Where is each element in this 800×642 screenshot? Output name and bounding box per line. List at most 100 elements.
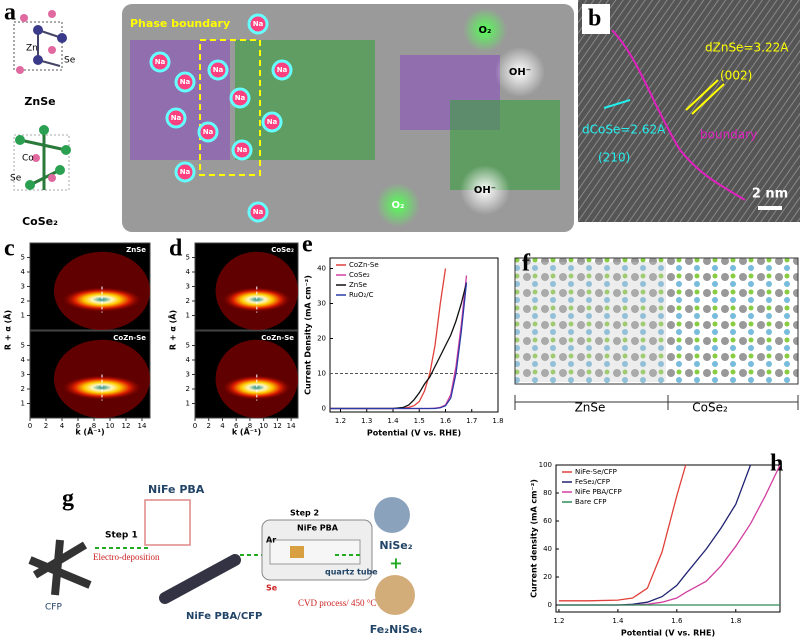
y-tick-label: 4: [21, 268, 26, 276]
region-label: ZnSe: [575, 401, 606, 415]
scheme-label: OH⁻: [509, 67, 531, 78]
axis-label: k (Å⁻¹): [75, 427, 104, 437]
scale-bar-label: 2 nm: [752, 187, 788, 202]
na-ion: [231, 139, 253, 161]
x-tick-label: 1.2: [553, 617, 564, 625]
ion-label: Na: [253, 20, 264, 28]
axis-label: Current Density (mA cm⁻²): [304, 275, 313, 395]
y-tick-label: 10: [317, 370, 326, 378]
tem-label: dCoSe=2.62A: [582, 123, 666, 137]
cose2-structure: [19, 130, 67, 190]
y-tick-label: 2: [186, 385, 190, 393]
x-tick-label: 1.2: [335, 417, 346, 425]
ion-label: Na: [180, 78, 191, 86]
plot-frame: [555, 464, 781, 613]
y-tick-label: 0: [548, 601, 552, 609]
na-ion: [149, 51, 171, 73]
x-tick-label: 14: [287, 422, 296, 430]
series-line: [330, 282, 468, 410]
legend-label: NiFe-Se/CFP: [575, 468, 617, 476]
na-ion: [197, 121, 219, 143]
scheme-label: Fe₂NiSe₄: [370, 623, 423, 636]
y-tick-label: 4: [186, 268, 191, 276]
panel-letter: a: [4, 0, 16, 26]
y-tick-label: 20: [543, 573, 552, 581]
x-tick-label: 2: [44, 422, 48, 430]
axis-label: R + α (Å): [3, 310, 13, 350]
x-tick-label: 1.6: [440, 417, 452, 425]
y-tick-label: 2: [186, 297, 190, 305]
y-tick-label: 3: [186, 371, 190, 379]
panel-letter: f: [522, 251, 531, 277]
x-tick-label: 1.8: [492, 417, 503, 425]
region-label: CoSe₂: [692, 401, 728, 415]
y-tick-label: 0: [322, 405, 326, 413]
legend-label: RuO₂/C: [349, 291, 374, 299]
wavelet-label: ZnSe: [126, 246, 146, 254]
scheme-label: OH⁻: [474, 185, 496, 196]
y-tick-label: 2: [21, 297, 25, 305]
series-line: [330, 268, 447, 410]
na-ion: [247, 13, 269, 35]
scheme-label: Electro-deposition: [93, 552, 160, 562]
y-tick-label: 20: [317, 335, 326, 343]
x-tick-label: 10: [106, 422, 115, 430]
panel-letter: h: [770, 451, 783, 477]
ion-label: Na: [253, 208, 264, 216]
x-tick-label: 8: [248, 422, 252, 430]
axis-label: R + α (Å): [168, 310, 178, 350]
scheme-label: NiFe PBA: [148, 483, 205, 496]
x-tick-label: 14: [138, 422, 147, 430]
atom-label: Se: [64, 56, 76, 66]
scheme-label: Step 2: [290, 509, 319, 518]
scheme-label: NiFe PBA: [297, 524, 339, 533]
legend-label: ZnSe: [349, 281, 367, 289]
panel-f: f ZnSe CoSe₂: [514, 251, 799, 415]
cose2-lattice: [235, 40, 375, 160]
x-tick-label: 0: [28, 422, 32, 430]
wavelet-peak: [222, 287, 291, 312]
na-ion: [165, 107, 187, 129]
x-tick-label: 12: [273, 422, 282, 430]
y-tick-label: 80: [543, 489, 552, 497]
panel-letter: e: [302, 232, 313, 258]
x-tick-label: 1.3: [361, 417, 372, 425]
legend-label: NiFe PBA/CFP: [575, 488, 622, 496]
axis-label: Current density (mA cm⁻²): [530, 479, 539, 598]
x-tick-label: 1.5: [414, 417, 425, 425]
y-tick-label: 100: [539, 461, 552, 469]
panel-letter: b: [588, 6, 601, 32]
scheme-label: CVD process/ 450 °C: [298, 598, 376, 608]
ion-label: Na: [155, 58, 166, 66]
na-ions: Na Na Na Na Na Na Na Na Na Na Na Na: [149, 13, 293, 223]
y-tick-label: 5: [186, 342, 190, 350]
y-tick-label: 30: [317, 300, 326, 308]
atom-label: Se: [10, 174, 22, 184]
axis-label: Potential (V vs. RHE): [367, 429, 461, 438]
x-tick-label: 4: [60, 422, 65, 430]
wavelet-peak: [62, 375, 142, 400]
y-tick-label: 4: [186, 356, 191, 364]
panel-g: g CFP Step 1 Electro-deposition NiFe PBA…: [28, 483, 423, 636]
panel-b: b dZnSe=3.22A (002) dCoSe=2.62A (210) bo…: [578, 0, 800, 222]
y-tick-label: 3: [21, 371, 25, 379]
tem-label: (210): [598, 151, 630, 165]
scheme-label: Ar: [266, 536, 276, 545]
x-tick-label: 6: [76, 422, 81, 430]
series-line: [558, 464, 752, 606]
tem-label: boundary: [700, 128, 757, 142]
ion-label: Na: [203, 128, 214, 136]
y-tick-label: 1: [21, 400, 25, 408]
y-tick-label: 4: [21, 356, 26, 364]
wavelet-label: CoSe₂: [271, 246, 294, 254]
atom-label: Co: [22, 154, 34, 164]
scheme-label: NiFe PBA/CFP: [186, 611, 262, 622]
ion-label: Na: [277, 66, 288, 74]
na-ion: [271, 59, 293, 81]
na-ion: [247, 201, 269, 223]
tem-label: dZnSe=3.22A: [705, 41, 789, 55]
y-tick-label: 40: [543, 545, 552, 553]
y-tick-label: 3: [21, 283, 25, 291]
series-line: [558, 464, 781, 606]
axis-label: Potential (V vs. RHE): [621, 629, 715, 638]
